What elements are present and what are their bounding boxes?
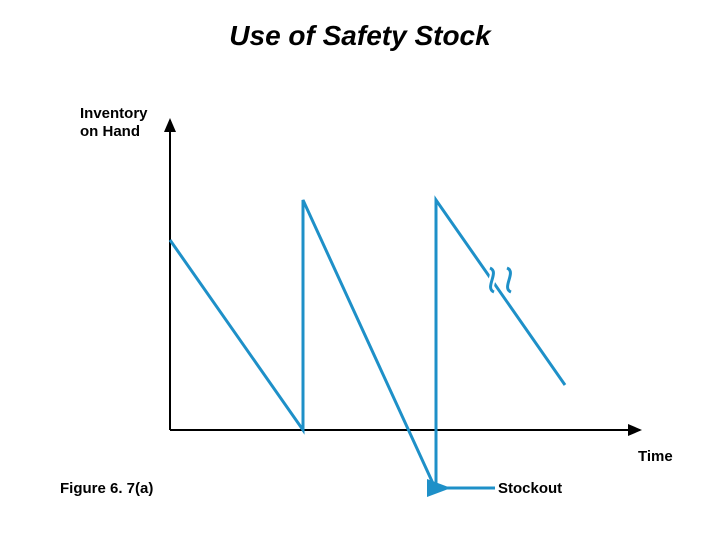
inventory-line — [170, 200, 565, 490]
chart-axes — [170, 120, 640, 430]
break-marks — [490, 268, 511, 292]
inventory-chart — [0, 0, 720, 540]
